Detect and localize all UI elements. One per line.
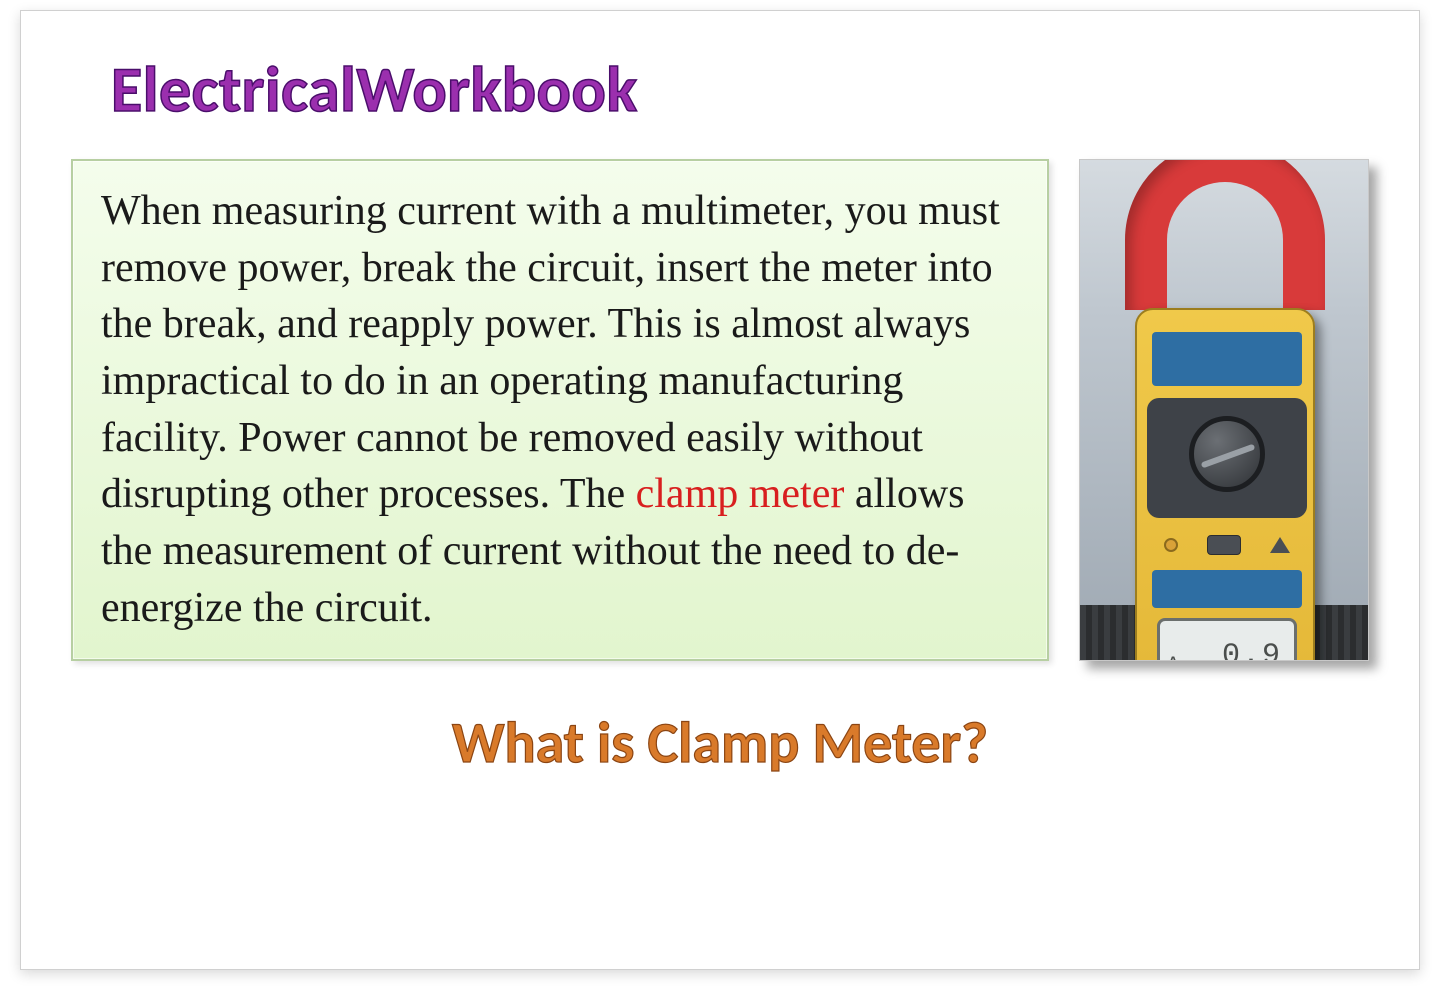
- hold-button-icon: [1207, 535, 1241, 555]
- lcd-display: A 0.9: [1157, 618, 1297, 661]
- highlight-term: clamp meter: [636, 471, 845, 517]
- slide-card: ElectricalWorkbook When measuring curren…: [20, 10, 1420, 970]
- content-row: When measuring current with a multimeter…: [71, 159, 1369, 661]
- indicator-dot-icon: [1164, 538, 1178, 552]
- dial-region: [1147, 398, 1307, 518]
- redaction-bar-bottom: [1152, 570, 1302, 608]
- mid-controls: [1149, 530, 1305, 560]
- rotary-dial-icon: [1189, 416, 1265, 492]
- body-text-before: When measuring current with a multimeter…: [101, 188, 1000, 517]
- description-panel: When measuring current with a multimeter…: [71, 159, 1049, 661]
- warning-triangle-icon: [1270, 537, 1290, 553]
- lcd-unit-label: A: [1168, 653, 1178, 661]
- description-paragraph: When measuring current with a multimeter…: [101, 183, 1019, 637]
- subtitle: What is Clamp Meter?: [61, 707, 1379, 778]
- meter-body: A 0.9: [1135, 308, 1315, 661]
- clamp-jaw-icon: [1125, 159, 1325, 310]
- clamp-meter-image: A 0.9: [1079, 159, 1369, 661]
- lcd-reading: 0.9: [1222, 639, 1282, 661]
- redaction-bar-top: [1152, 332, 1302, 386]
- brand-title: ElectricalWorkbook: [111, 51, 1379, 129]
